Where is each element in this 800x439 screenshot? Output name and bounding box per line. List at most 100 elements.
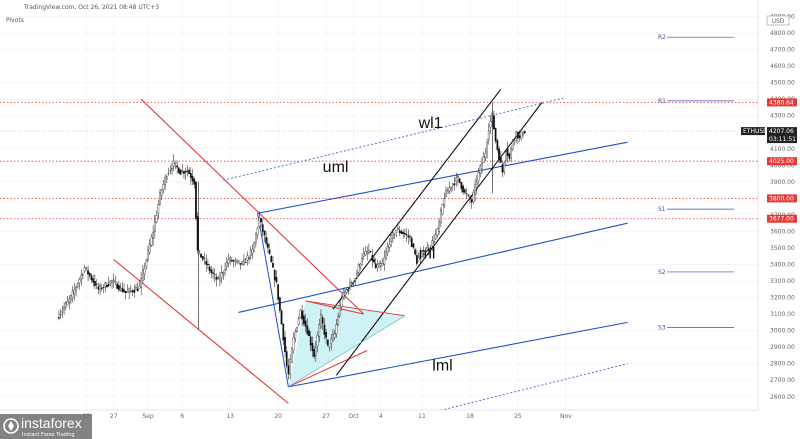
candle-body-220 (434, 234, 437, 240)
candle-body-254 (493, 115, 495, 130)
candle-body-208 (414, 249, 417, 255)
y-tick-label-19: 2800.00 (770, 361, 795, 368)
candle-body-262 (506, 148, 509, 157)
candle-body-184 (373, 259, 375, 263)
candle-body-172 (352, 282, 355, 284)
candle-body-16 (85, 267, 88, 269)
candle-body-21 (94, 281, 96, 286)
y-tick-label-20: 2700.00 (770, 377, 795, 384)
candle-body-44 (133, 289, 136, 293)
candle-body-51 (145, 260, 148, 267)
instaforex-logo-icon (3, 418, 19, 434)
candle-body-0 (58, 317, 60, 319)
candle-body-47 (138, 286, 141, 289)
x-tick-label-7: Oct (348, 413, 359, 420)
candle-body-45 (135, 287, 137, 290)
pivots-indicator-label: Pivots (6, 17, 24, 24)
candle-body-110 (246, 255, 249, 261)
y-tick-label-16: 3100.00 (770, 311, 795, 318)
candle-body-24 (99, 285, 101, 290)
candle-body-162 (335, 324, 338, 335)
chart-annotations: wl1 uml ml lml (323, 115, 453, 374)
candle-body-56 (153, 221, 156, 232)
candle-body-29 (107, 283, 110, 287)
candle-body-236 (462, 185, 464, 193)
candle-body-163 (337, 316, 339, 326)
y-tick-label-6: 4300.00 (770, 113, 795, 120)
candle-body-36 (119, 286, 122, 288)
candle-body-177 (361, 258, 363, 262)
currency-box[interactable]: USD (766, 15, 790, 26)
candle-body-75 (186, 170, 189, 172)
candle-body-49 (141, 270, 144, 281)
y-tick-label-13: 3400.00 (770, 262, 795, 269)
x-tick-label-11: 25 (514, 413, 522, 420)
candle-body-2 (61, 310, 64, 313)
candle-body-14 (82, 274, 84, 276)
pivot-label-s2: S2 (658, 269, 666, 276)
candle-body-129 (278, 297, 281, 311)
candle-body-35 (118, 285, 120, 291)
candle-body-126 (273, 270, 276, 281)
candle-body-93 (217, 277, 220, 280)
y-tick-label-4: 4500.00 (770, 80, 795, 87)
candle-body-137 (292, 337, 295, 351)
candle-body-19 (90, 275, 93, 281)
y-tick-label-9: 3900.00 (770, 179, 795, 186)
candle-body-120 (263, 230, 266, 236)
candle-body-32 (112, 279, 115, 282)
candle-body-46 (136, 288, 139, 292)
candle-body-226 (445, 190, 447, 197)
annotation-uml: uml (323, 159, 349, 176)
candle-body-122 (266, 243, 269, 248)
candle-body-3 (63, 307, 65, 311)
candle-body-229 (450, 186, 452, 189)
red-triangle-bottom (288, 350, 368, 388)
candle-body-146 (308, 330, 310, 337)
candle-body-59 (159, 191, 161, 205)
candle-body-30 (109, 281, 112, 284)
x-tick-label-10: 18 (466, 413, 474, 420)
y-tick-label-18: 2900.00 (770, 344, 795, 351)
time-axis-panel[interactable] (0, 410, 800, 439)
candle-body-183 (371, 255, 374, 262)
candle-body-235 (460, 182, 463, 189)
candle-body-164 (338, 305, 341, 316)
candle-body-73 (183, 171, 185, 174)
candle-body-190 (383, 257, 386, 265)
candle-body-266 (513, 139, 516, 141)
candle-body-259 (501, 164, 504, 173)
candle-body-79 (193, 178, 196, 185)
candle-body-37 (121, 288, 124, 292)
candle-body-249 (484, 153, 487, 158)
candle-body-80 (195, 181, 197, 219)
candle-body-185 (374, 263, 377, 268)
candle-body-115 (255, 233, 257, 244)
x-tick-label-4: 13 (226, 413, 234, 420)
candle-body-123 (268, 249, 271, 254)
candle-body-156 (325, 332, 327, 338)
price-axis-panel[interactable] (758, 0, 800, 410)
candle-body-132 (284, 337, 286, 352)
x-tick-label-12: Nov (560, 413, 572, 420)
pivot-label-s1: S1 (658, 206, 666, 213)
candle-body-271 (522, 133, 524, 136)
candle-body-170 (349, 282, 351, 288)
price-tag-bg-2 (767, 194, 797, 203)
candle-body-257 (498, 148, 500, 161)
candle-body-20 (92, 278, 95, 283)
last-price-label: 4207.06 (769, 128, 794, 135)
price-tag-label-0: 4380.64 (769, 99, 794, 106)
candle-body-4 (64, 302, 67, 308)
candle-body-84 (201, 256, 204, 260)
candle-body-228 (448, 187, 451, 192)
candle-body-187 (378, 263, 381, 268)
candle-body-88 (208, 266, 211, 272)
x-tick-label-1: 27 (110, 413, 118, 420)
candle-body-246 (479, 165, 482, 174)
symbol-tag-bg (741, 127, 765, 136)
candle-body-258 (499, 156, 502, 163)
candle-body-31 (111, 280, 113, 283)
symbol-tag-label: ETHUSD (743, 128, 768, 135)
y-tick-label-3: 4600.00 (770, 63, 795, 70)
